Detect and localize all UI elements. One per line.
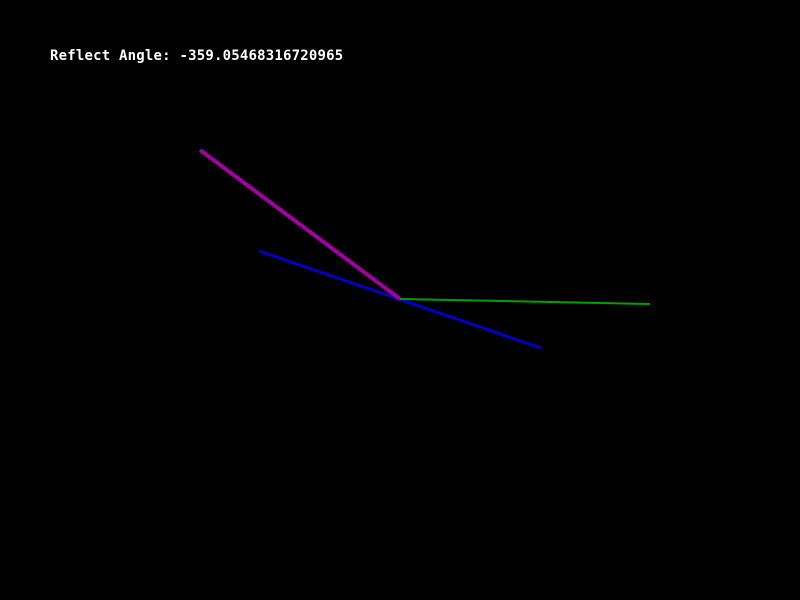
reflect-angle-value: -359.05468316720965 (179, 48, 344, 64)
reflect-angle-prefix: Reflect Angle: (50, 48, 180, 64)
reflected-ray (399, 298, 651, 305)
incident-ray (198, 148, 402, 301)
reflect-angle-readout: Reflect Angle: -359.05468316720965 (50, 48, 343, 64)
